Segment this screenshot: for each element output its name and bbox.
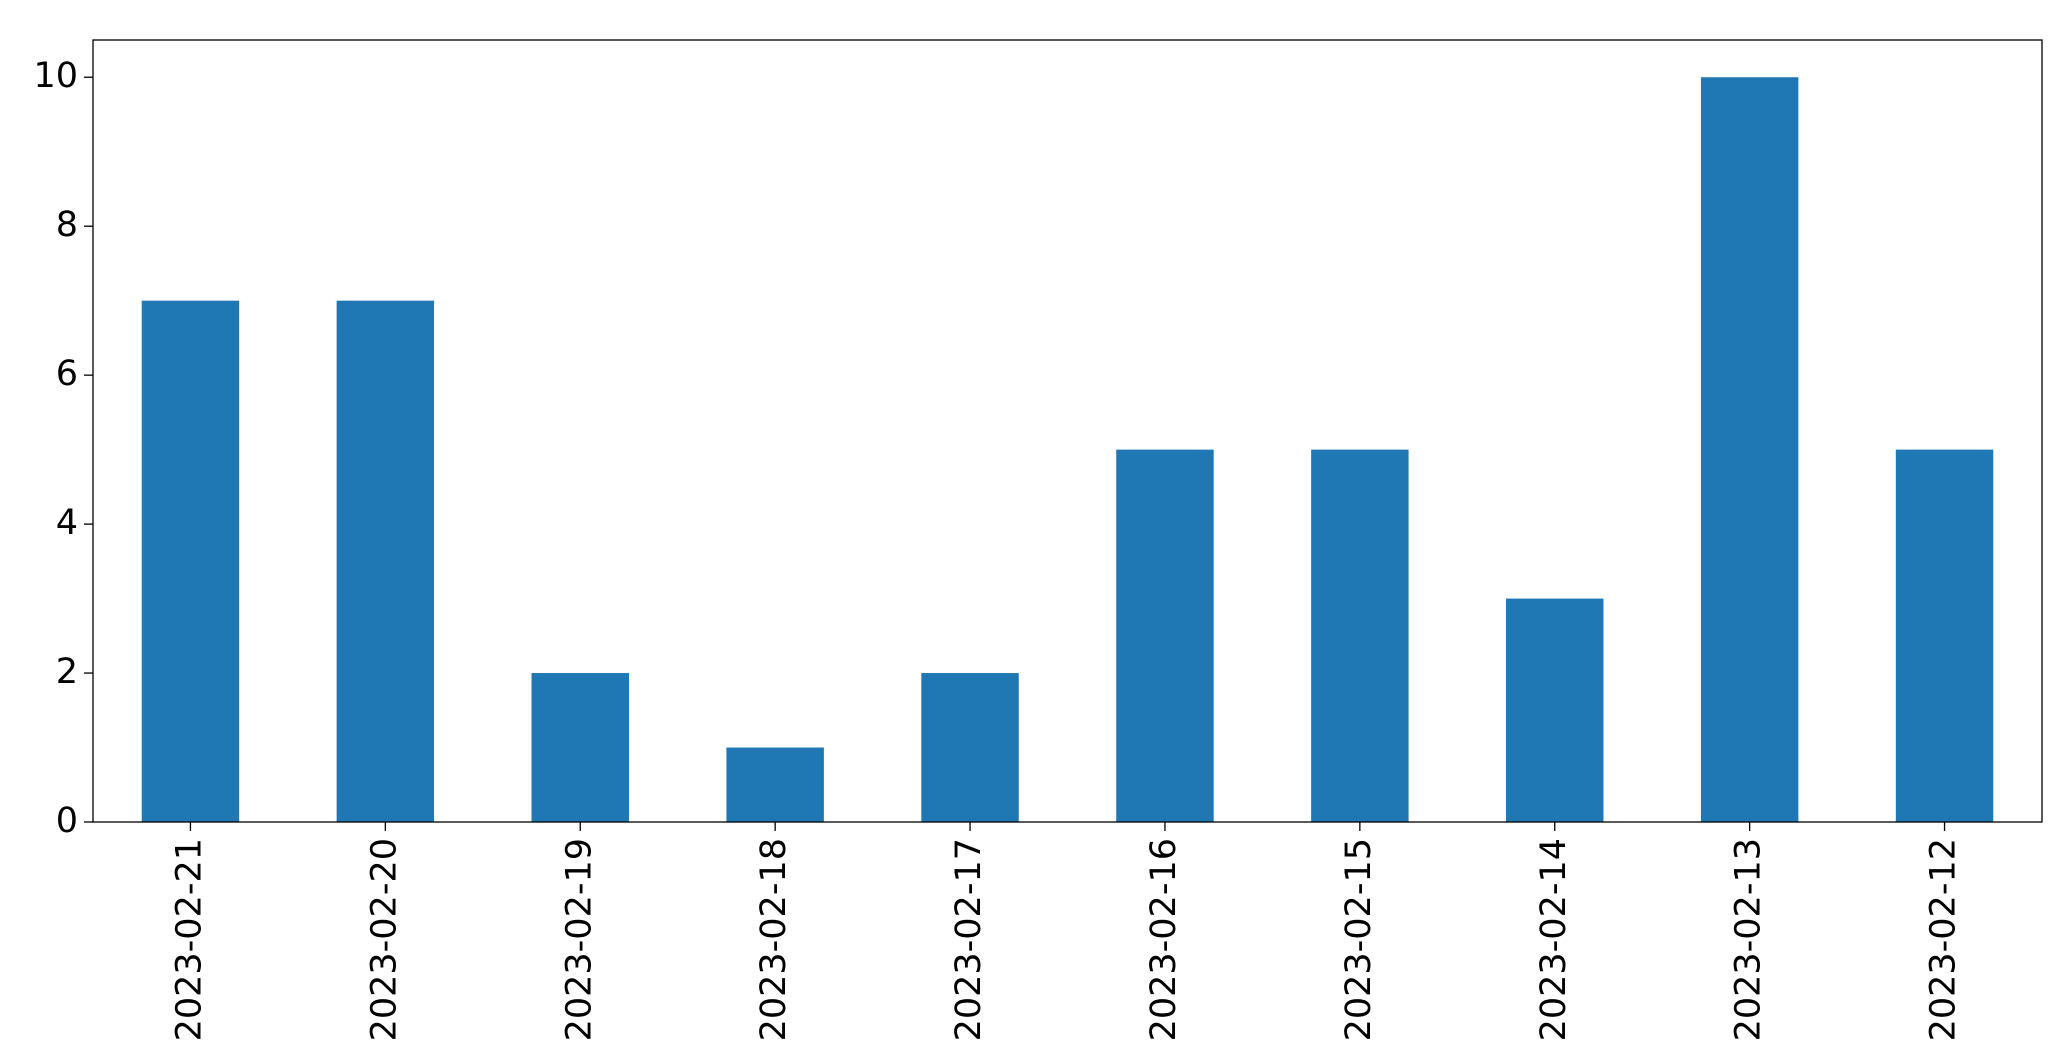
bar: [531, 673, 629, 822]
x-tick-label: 2023-02-21: [169, 838, 209, 1041]
plot-frame: [92, 39, 2043, 823]
bar: [921, 673, 1019, 822]
y-tick-label: 8: [56, 205, 78, 245]
x-tick-label: 2023-02-20: [364, 838, 404, 1041]
x-tick-label: 2023-02-19: [559, 838, 599, 1041]
x-tick-label: 2023-02-18: [754, 838, 794, 1041]
bar: [1116, 449, 1214, 822]
y-tick-label: 2: [56, 652, 78, 692]
y-tick-label: 4: [56, 503, 78, 543]
x-tick-label: 2023-02-13: [1729, 838, 1769, 1041]
x-tick-label: 2023-02-17: [949, 838, 989, 1041]
bar: [1700, 77, 1799, 822]
bar: [1311, 449, 1409, 822]
bar: [336, 300, 435, 823]
y-tick-label: 0: [56, 801, 78, 841]
bar: [1895, 449, 1994, 822]
y-tick-label: 10: [33, 56, 78, 96]
x-tick-label: 2023-02-15: [1339, 838, 1379, 1041]
x-tick-label: 2023-02-12: [1924, 838, 1964, 1041]
bar: [726, 747, 824, 822]
y-tick-label: 6: [56, 354, 78, 394]
x-tick-label: 2023-02-16: [1144, 838, 1184, 1041]
bar: [141, 300, 240, 823]
x-tick-label: 2023-02-14: [1534, 838, 1574, 1041]
bar: [1506, 598, 1604, 822]
